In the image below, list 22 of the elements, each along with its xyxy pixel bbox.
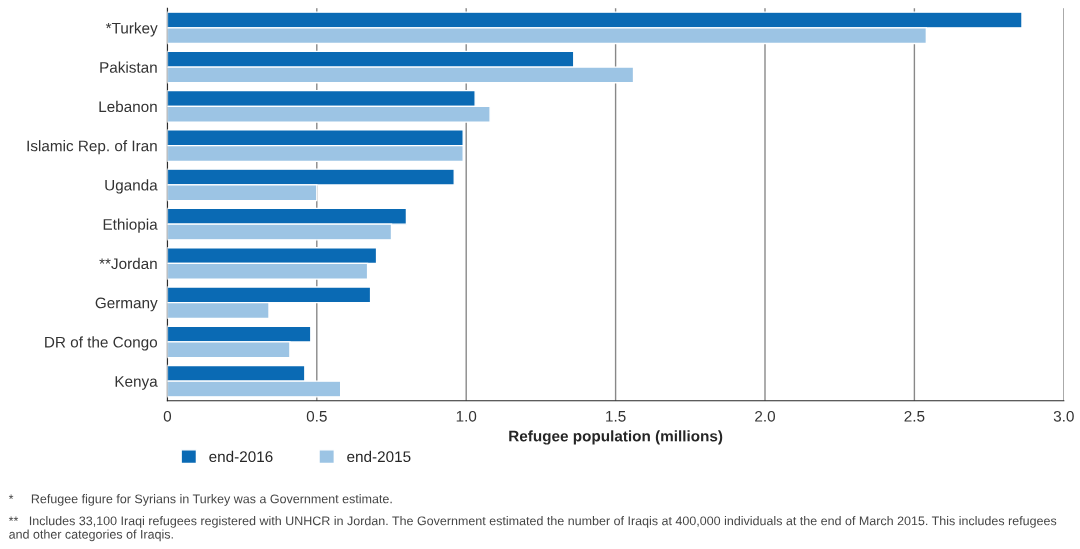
y-tick-label: Islamic Rep. of Iran [27, 140, 157, 155]
y-tick-label: Lebanon [99, 100, 157, 113]
x-tick-label: 3.0 [1053, 410, 1074, 422]
x-tick-label: 0 [163, 410, 172, 422]
y-tick-label: Uganda [105, 179, 158, 194]
legend-label: end-2015 [347, 450, 411, 463]
y-tick-label: Kenya [115, 376, 158, 390]
text: * Refugee figure for Syrians in Turkey was a Government estimate. [8, 494, 392, 506]
y-tick-label: **Jordan [99, 257, 157, 270]
x-tick-label: 1.5 [606, 411, 626, 422]
y-tick-label: DR of the Congo [45, 336, 158, 351]
y-tick-label: Ethiopia [103, 218, 158, 233]
x-tick-label: 1.0 [456, 410, 477, 422]
x-tick-label: 2.0 [755, 410, 776, 422]
y-tick-label: Pakistan [100, 61, 157, 73]
x-tick-label: 2.5 [904, 410, 925, 422]
y-tick-label: *Turkey [105, 22, 158, 37]
x-tick-label: 0.5 [306, 410, 327, 422]
legend-label: end-2016 [209, 450, 273, 463]
y-tick-label: Germany [95, 297, 158, 312]
x-axis-title: Refugee population (millions) [509, 430, 723, 445]
text: ** Includes 33,100 Iraqi refugees registered with UNHCR in Jordan. The Government estimated the number of Iraqis at 400,000 individuals at the end of March 2015. This includes refugees and other categories of Iraqis. [8, 516, 1057, 542]
